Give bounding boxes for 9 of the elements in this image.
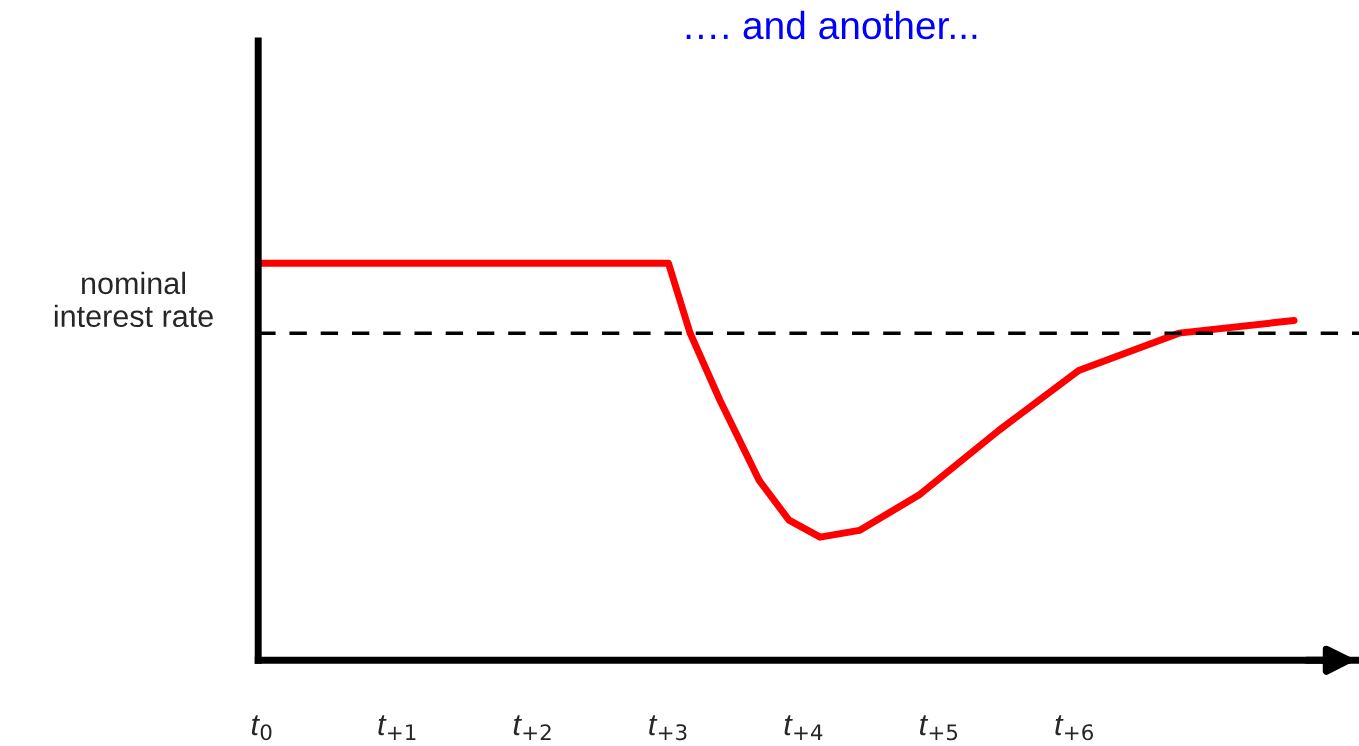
x-tick-label: t$_{0}$ [251,715,272,741]
x-tick-label: t$_{+3}$ [649,715,687,741]
x-tick-label: t$_{+1}$ [378,715,416,741]
x-tick-label: t$_{+2}$ [513,715,551,741]
x-tick-label: t$_{+4}$ [784,715,823,741]
ref-line-label: nominal interest rate [54,271,213,328]
x-tick-label: t$_{+5}$ [920,715,958,741]
x-tick-label: t$_{+6}$ [1055,715,1093,741]
chart-title: …. and another... [686,10,977,40]
